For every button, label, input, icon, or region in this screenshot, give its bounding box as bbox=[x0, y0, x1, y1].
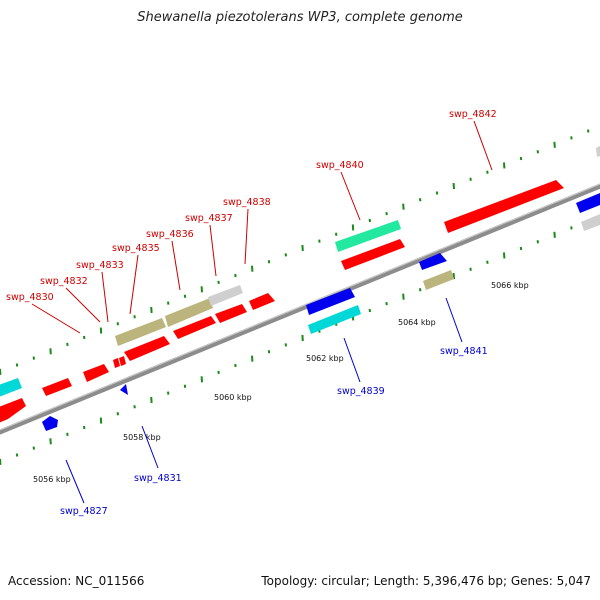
kbp-label-5058: 5058 kbp bbox=[123, 433, 161, 442]
gene-feature[interactable] bbox=[335, 220, 401, 252]
accession-text: Accession: NC_011566 bbox=[8, 574, 145, 588]
lower-tick-row bbox=[0, 219, 590, 465]
gene-label-swp-4841[interactable]: swp_4841 bbox=[440, 346, 488, 357]
gene-feature[interactable] bbox=[208, 285, 243, 306]
gene-label-swp-4830[interactable]: swp_4830 bbox=[6, 292, 54, 303]
gene-feature[interactable] bbox=[444, 180, 564, 233]
gene-feature[interactable] bbox=[42, 416, 58, 431]
map-title: Shewanella piezotolerans WP3, complete g… bbox=[137, 10, 463, 25]
gene-row-reverse bbox=[42, 214, 600, 431]
gene-feature[interactable] bbox=[120, 384, 128, 395]
gene-label-swp-4835[interactable]: swp_4835 bbox=[112, 243, 160, 254]
gene-feature[interactable] bbox=[341, 239, 405, 270]
gene-feature[interactable] bbox=[215, 304, 247, 323]
gene-feature[interactable] bbox=[119, 356, 126, 366]
gene-row-forward bbox=[0, 180, 600, 424]
gene-feature[interactable] bbox=[249, 293, 275, 310]
upper-tick-row bbox=[0, 129, 590, 375]
gene-feature[interactable] bbox=[124, 336, 170, 361]
gene-feature[interactable] bbox=[0, 378, 22, 398]
gene-feature[interactable] bbox=[165, 298, 213, 327]
gene-feature[interactable] bbox=[576, 193, 600, 213]
gene-feature[interactable] bbox=[42, 378, 72, 396]
gene-feature[interactable] bbox=[83, 364, 109, 382]
gene-label-swp-4832[interactable]: swp_4832 bbox=[40, 276, 88, 287]
gene-feature[interactable] bbox=[419, 253, 447, 270]
gene-feature[interactable] bbox=[0, 398, 26, 424]
gene-label-swp-4837[interactable]: swp_4837 bbox=[185, 213, 233, 224]
topology-text: Topology: circular; Length: 5,396,476 bp… bbox=[261, 574, 591, 588]
kbp-label-5056: 5056 kbp bbox=[33, 475, 71, 484]
kbp-label-5064: 5064 kbp bbox=[398, 318, 436, 327]
gene-label-swp-4836[interactable]: swp_4836 bbox=[146, 229, 194, 240]
gene-label-swp-4840[interactable]: swp_4840 bbox=[316, 160, 364, 171]
gene-feature[interactable] bbox=[596, 146, 600, 157]
kbp-label-5062: 5062 kbp bbox=[306, 354, 344, 363]
gene-feature[interactable] bbox=[308, 305, 361, 334]
gene-label-swp-4827[interactable]: swp_4827 bbox=[60, 506, 108, 517]
gene-feature[interactable] bbox=[113, 358, 120, 368]
kbp-label-5060: 5060 kbp bbox=[214, 393, 252, 402]
bottom-gene-labels: swp_4827 swp_4831 swp_4839 swp_4841 bbox=[60, 297, 488, 517]
top-gene-labels: swp_4830 swp_4832 swp_4833 swp_4835 swp_… bbox=[6, 109, 497, 334]
gene-label-swp-4842[interactable]: swp_4842 bbox=[449, 109, 497, 120]
gene-label-swp-4839[interactable]: swp_4839 bbox=[337, 386, 385, 397]
kbp-label-5066: 5066 kbp bbox=[491, 281, 529, 290]
gene-feature[interactable] bbox=[173, 316, 216, 339]
gene-label-swp-4833[interactable]: swp_4833 bbox=[76, 260, 124, 271]
gene-feature[interactable] bbox=[115, 318, 166, 346]
gene-row-upper bbox=[0, 146, 600, 398]
gene-feature[interactable] bbox=[581, 214, 600, 231]
gene-label-swp-4831[interactable]: swp_4831 bbox=[134, 473, 182, 484]
gene-feature[interactable] bbox=[306, 288, 355, 315]
gene-feature[interactable] bbox=[423, 270, 454, 290]
gene-label-swp-4838[interactable]: swp_4838 bbox=[223, 197, 271, 208]
genome-backbone bbox=[0, 183, 600, 435]
